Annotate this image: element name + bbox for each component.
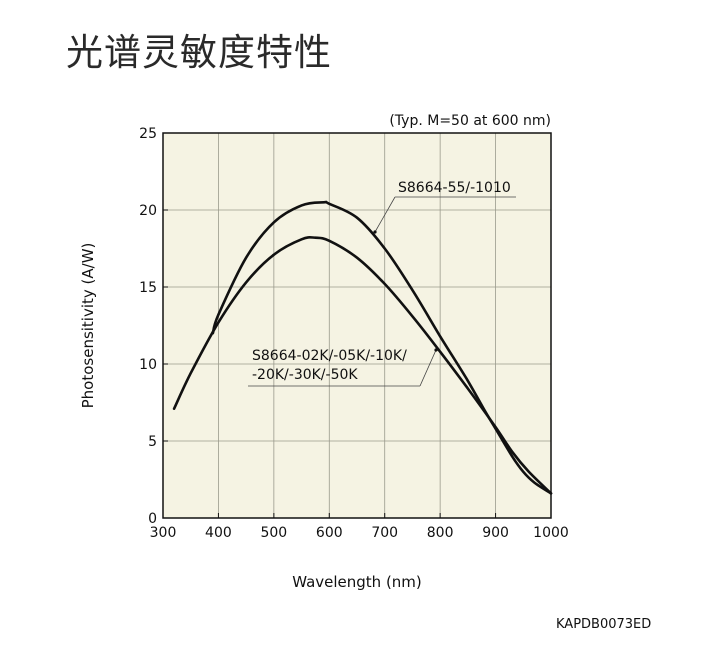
leader-dot [373,230,377,234]
x-axis-label: Wavelength (nm) [292,573,422,591]
x-tick-label: 500 [260,525,287,541]
y-tick-label: 10 [139,357,157,373]
y-tick-label: 20 [139,203,157,219]
page-title: 光谱灵敏度特性 [66,31,332,74]
series-lines [172,200,553,495]
leader-line [419,349,437,387]
x-tick-label: 1000 [533,525,569,541]
x-tick-label: 700 [371,525,398,541]
leader-lines [248,196,516,387]
y-tick-label: 0 [148,511,157,527]
y-axis-label: Photosensitivity (A/W) [79,243,97,409]
series-label-1: S8664-55/-1010 [398,180,511,196]
x-tick-label: 400 [205,525,232,541]
x-tick-label: 300 [150,525,177,541]
y-tick-label: 5 [148,434,157,450]
x-tick-label: 900 [482,525,509,541]
series-label-2: -20K/-30K/-50K [252,367,358,383]
series-label-2: S8664-02K/-05K/-10K/ [252,348,407,364]
figure-code: KAPDB0073ED [556,617,652,632]
y-tick-label: 15 [139,280,157,296]
leader-dot [434,348,438,352]
leader-line [374,196,396,233]
x-tick-label: 800 [427,525,454,541]
series-line-2 [172,236,553,495]
series-labels: S8664-55/-1010 S8664-02K/-05K/-10K/ -20K/-… [252,180,511,383]
plot-frame [162,132,552,519]
condition-note: (Typ. M=50 at 600 nm) [389,113,551,129]
x-tick-label: 600 [316,525,343,541]
y-tick-label: 25 [139,126,157,142]
axis-ticks: 300 400 500 600 700 800 900 1000 0 5 10 15 20 25 [139,126,569,541]
series-line-1 [211,200,553,495]
